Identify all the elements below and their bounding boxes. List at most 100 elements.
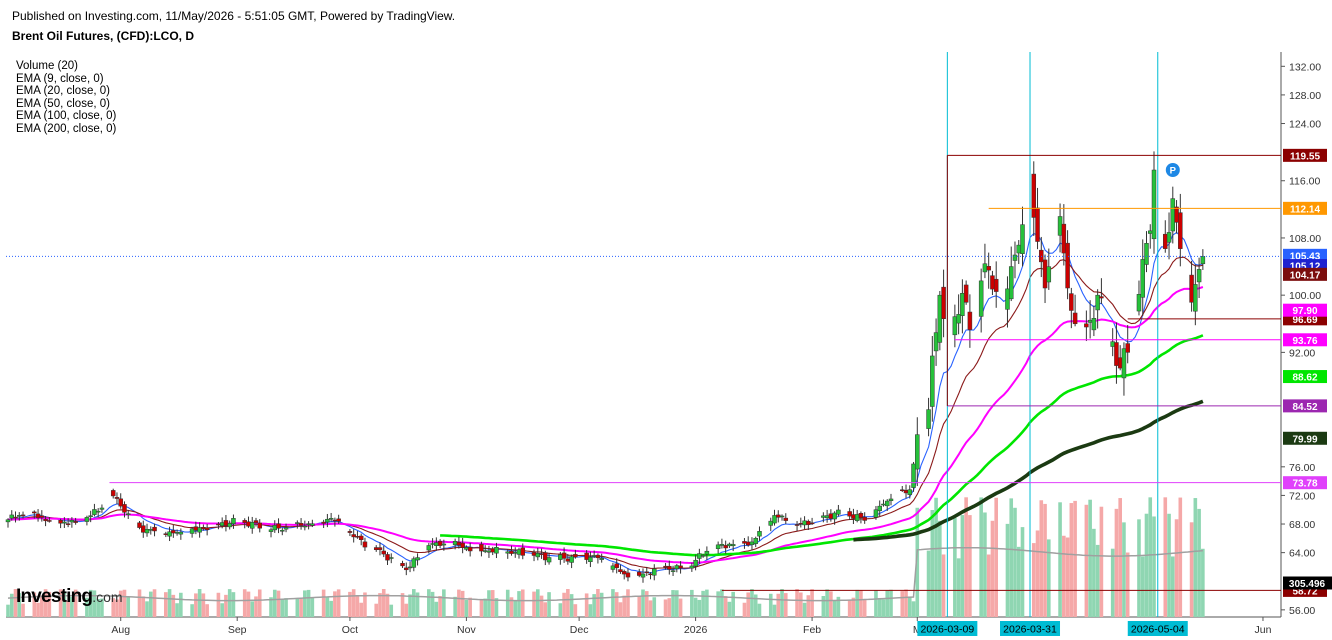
volume-bar: [727, 601, 732, 617]
volume-bar: [596, 589, 600, 617]
volume-bar: [167, 589, 172, 617]
volume-bar: [1031, 543, 1036, 617]
volume-bar: [164, 592, 168, 617]
candle-body: [148, 529, 154, 531]
candle-body: [986, 266, 991, 271]
legend-ema-9[interactable]: EMA (9, close, 0): [16, 72, 104, 85]
volume-bar: [1125, 552, 1130, 617]
volume-bar: [137, 589, 142, 617]
volume-bar: [427, 589, 431, 617]
volume-bar: [70, 596, 74, 617]
candle-body: [678, 565, 683, 569]
volume-bar: [411, 589, 416, 617]
volume-bar: [1137, 519, 1141, 617]
legend-ema-100[interactable]: EMA (100, close, 0): [16, 110, 117, 123]
candle-body: [742, 541, 747, 544]
candle-body: [167, 531, 172, 537]
candle-body: [884, 500, 890, 507]
candle-body: [824, 515, 830, 519]
candle-body: [1012, 254, 1018, 261]
y-tick-label: 100.00: [1289, 290, 1321, 302]
volume-bar: [990, 520, 995, 617]
candle-body: [1200, 256, 1206, 265]
volume-bar: [648, 600, 653, 617]
candle-body: [62, 521, 67, 524]
candle-body: [257, 522, 262, 529]
event-date-label: 2026-03-09: [920, 624, 974, 636]
volume-bar: [821, 596, 826, 617]
volume-bar: [862, 599, 867, 617]
candle-body: [452, 541, 458, 546]
candle-body: [584, 552, 589, 560]
candle-body: [144, 528, 150, 534]
volume-bar: [1110, 548, 1115, 617]
candle-body: [636, 571, 642, 576]
volume-bar: [746, 592, 751, 617]
published-note: Published on Investing.com, 11/May/2026 …: [12, 9, 456, 23]
legend-volume[interactable]: Volume (20): [16, 60, 79, 72]
candle-body: [599, 558, 604, 560]
x-tick-label: Sep: [228, 624, 247, 636]
volume-bar: [829, 591, 833, 617]
candle-body: [114, 497, 120, 499]
candle-body: [1008, 266, 1014, 300]
legend-ema-200[interactable]: EMA (200, close, 0): [16, 122, 117, 135]
candle-body: [546, 557, 552, 563]
volume-bar: [806, 595, 811, 617]
volume-bar: [92, 590, 97, 617]
x-tick-label: Dec: [570, 624, 589, 636]
candle-body: [385, 554, 390, 561]
candle-body: [727, 543, 732, 547]
candle-body: [381, 550, 386, 555]
indicator-legend: Volume (20) EMA (9, close, 0) EMA (20, c…: [16, 60, 116, 136]
volume-bar: [1084, 504, 1089, 617]
volume-bar: [280, 599, 285, 617]
candle-body: [298, 523, 304, 526]
price-tag-label: 104.17: [1290, 270, 1321, 281]
volume-bar: [663, 599, 668, 617]
volume-bar: [979, 497, 983, 617]
volume-bar: [88, 589, 93, 617]
volume-bar: [430, 591, 435, 617]
candle-body: [1020, 224, 1025, 254]
volume-bar: [487, 590, 491, 617]
volume-average-line: [7, 546, 1203, 602]
candle-body: [621, 571, 627, 575]
volume-bar: [250, 601, 255, 617]
candle-body: [32, 511, 37, 514]
candle-body: [663, 565, 668, 568]
volume-bar: [964, 497, 968, 617]
candle-body: [591, 555, 597, 557]
volume-bar: [333, 591, 337, 617]
candle-body: [614, 563, 619, 568]
volume-bar: [930, 510, 935, 617]
legend-ema-50[interactable]: EMA (50, close, 0): [16, 97, 110, 110]
event-date-label: 2026-05-04: [1131, 624, 1185, 636]
candle-body: [204, 527, 210, 530]
candle-body: [1163, 233, 1168, 249]
volume-bar: [479, 599, 484, 617]
candle-body: [1016, 244, 1021, 254]
candle-body: [325, 518, 330, 523]
volume-bar: [780, 589, 784, 617]
price-level-tag: [1283, 333, 1327, 347]
candle-body: [460, 542, 465, 548]
volume-bar: [141, 596, 146, 617]
candle-body: [95, 510, 101, 513]
candle-body: [723, 545, 728, 549]
volume-bar: [956, 558, 961, 617]
volume-bar: [9, 593, 14, 617]
volume-bar: [442, 589, 446, 617]
candle-body: [9, 514, 15, 519]
candle-body: [531, 552, 537, 556]
price-level-label: 73.78: [1292, 479, 1317, 490]
legend-ema-20[interactable]: EMA (20, close, 0): [16, 85, 110, 98]
candle-body: [915, 434, 920, 470]
candle-body: [858, 513, 864, 518]
volume-bar: [757, 603, 762, 617]
candle-body: [505, 551, 510, 554]
candle-body: [20, 514, 26, 517]
volume-bar: [389, 604, 394, 617]
candle-body: [1178, 212, 1183, 249]
